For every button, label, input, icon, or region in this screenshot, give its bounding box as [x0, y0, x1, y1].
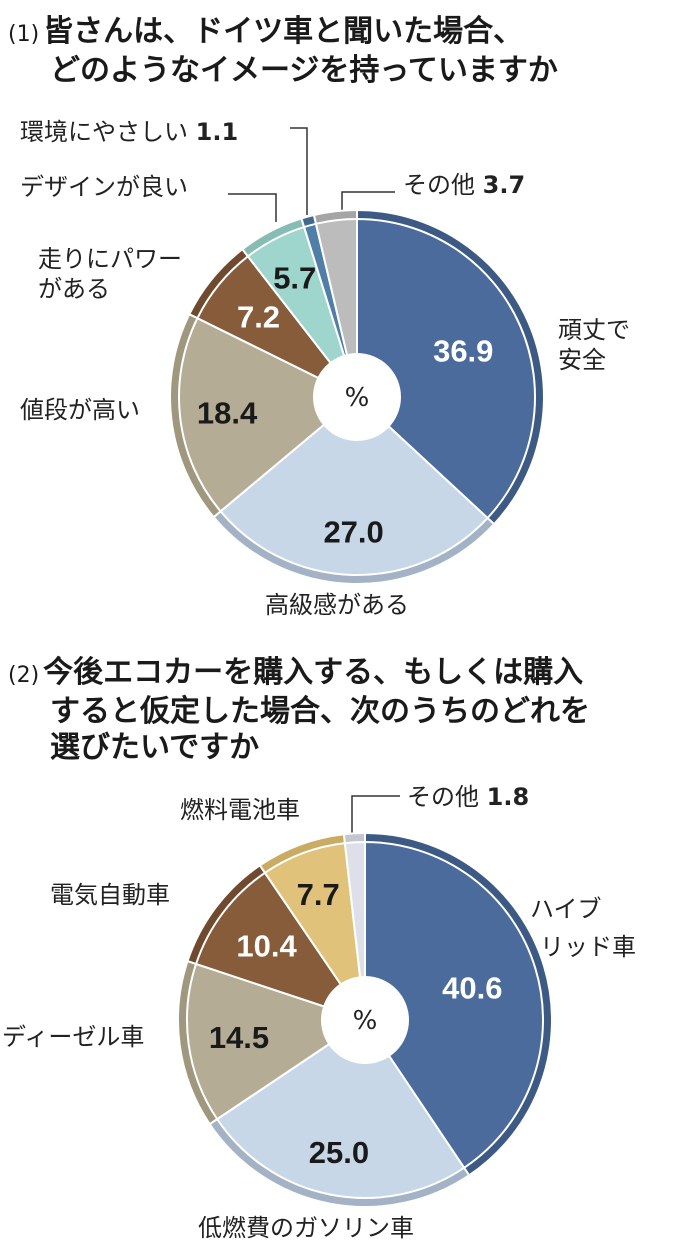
- pie-slice: [178, 316, 359, 513]
- pie-slice: [186, 962, 368, 1121]
- pie-slice: [194, 871, 368, 1022]
- label-1-price: 値段が高い: [20, 396, 140, 424]
- label-1-other: その他 3.7: [403, 171, 526, 199]
- label-2-ev: 電気自動車: [50, 881, 170, 909]
- donut-hole: [313, 353, 401, 441]
- label-1-kankyo: 環境にやさしい 1.1: [20, 118, 239, 146]
- data-label: 7.7: [297, 877, 340, 912]
- chart2-title-line3: 選びたいですか: [50, 730, 260, 765]
- pie-slice: [314, 217, 358, 398]
- data-label: 14.5: [209, 1020, 269, 1055]
- leader-lines: [228, 127, 400, 835]
- leader-kankyo: [290, 127, 308, 215]
- center-label: %: [353, 1006, 378, 1036]
- leader-other-2: [351, 795, 400, 835]
- chart1-number: (1): [8, 22, 40, 47]
- pie-slice: [356, 217, 536, 520]
- pie-slice: [219, 395, 489, 576]
- data-label: 40.6: [442, 970, 502, 1005]
- label-2-gasoline: 低燃費のガソリン車: [198, 1214, 414, 1242]
- data-label: 7.2: [237, 300, 280, 335]
- pie-slice: [364, 840, 544, 1170]
- leader-design: [228, 193, 277, 222]
- chart2-title: (2) 今後エコカーを購入する、もしくは購入 すると仮定した場合、次のうちのどれを…: [8, 655, 590, 766]
- center-label: %: [345, 383, 370, 413]
- pie-chart-2: % 40.6 25.0 14.5 10.47.7: [177, 831, 553, 1208]
- data-label: 18.4: [197, 396, 258, 431]
- data-label: 25.0: [309, 1135, 369, 1170]
- label-1-power: 走りにパワー がある: [38, 245, 182, 303]
- pie-chart-1: % 36.9 27.0 18.4 7.2 5.7: [169, 208, 545, 585]
- label-2-fuelcell: 燃料電池車: [180, 796, 300, 824]
- label-1-design: デザインが良い: [20, 173, 188, 201]
- data-label: 5.7: [273, 261, 316, 296]
- data-label: 10.4: [236, 929, 297, 964]
- chart1-title: (1) 皆さんは、ドイツ車と聞いた場合、 どのようなイメージを持っていますか: [8, 14, 558, 89]
- label-2-diesel: ディーゼル車: [2, 1023, 145, 1051]
- donut-hole: [321, 976, 409, 1064]
- chart1-title-line1: 皆さんは、ドイツ車と聞いた場合、: [43, 14, 524, 49]
- chart2-title-line1: 今後エコカーを購入する、もしくは購入: [43, 655, 584, 690]
- pie-slice: [343, 840, 366, 1021]
- pie-slice: [215, 1018, 466, 1199]
- label-1-luxury: 高級感がある: [265, 591, 409, 619]
- label-2-other: その他 1.8: [407, 783, 530, 811]
- chart2-number: (2): [8, 663, 40, 688]
- chart2-title-line2: すると仮定した場合、次のうちのどれを: [50, 694, 590, 729]
- data-label: 27.0: [323, 515, 383, 550]
- leader-other-1: [341, 191, 395, 210]
- chart1-title-line2: どのようなイメージを持っていますか: [50, 53, 558, 88]
- label-1-safe: 頑丈で 安全: [558, 316, 630, 374]
- data-label: 36.9: [433, 334, 493, 369]
- label-2-hybrid: ハイブ リッド車: [530, 895, 636, 961]
